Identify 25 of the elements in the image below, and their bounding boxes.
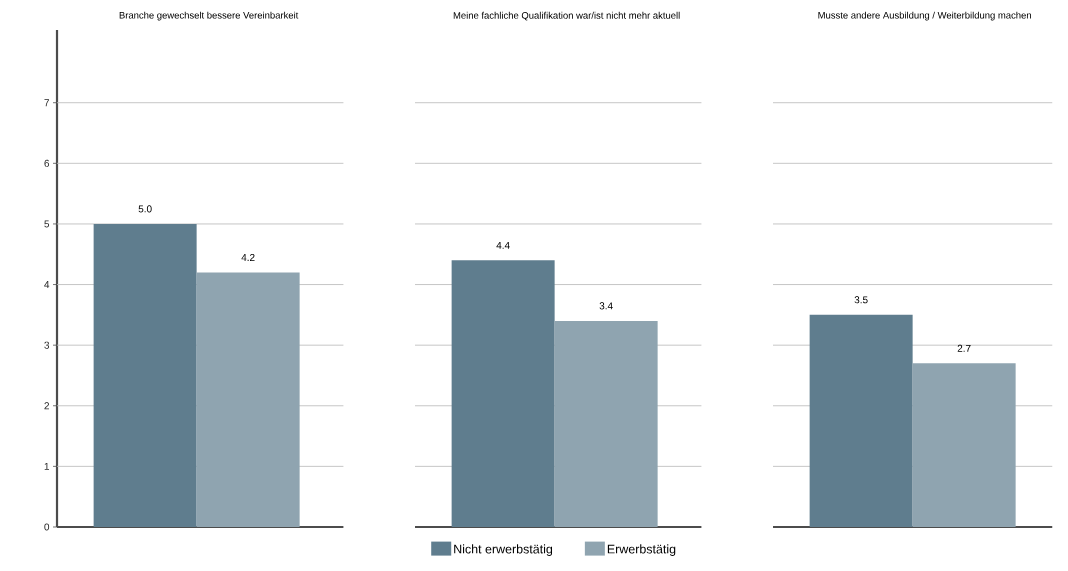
bar xyxy=(809,314,913,527)
y-tick-label: 3 xyxy=(44,341,50,349)
data-label: 2.7 xyxy=(957,344,971,352)
y-tick-label: 1 xyxy=(44,462,50,470)
data-label: 5.0 xyxy=(138,205,152,213)
y-tick-label: 6 xyxy=(44,159,50,167)
bar xyxy=(451,260,555,527)
y-tick-label: 4 xyxy=(44,281,50,288)
bar xyxy=(554,320,658,527)
x-tick-label: Branche gewechselt bessere Vereinbarkeit xyxy=(119,11,299,21)
y-tick-label: 2 xyxy=(44,402,49,410)
data-label: 4.4 xyxy=(496,241,510,249)
y-tick-label: 5 xyxy=(44,220,50,228)
bar xyxy=(196,272,300,527)
legend-label: Erwerbstätig xyxy=(607,544,676,556)
legend-label: Nicht erwerbstätig xyxy=(454,544,553,556)
bar xyxy=(93,223,197,527)
x-tick-label: Musste andere Ausbildung / Weiterbildung machen xyxy=(818,11,1031,21)
data-label: 3.5 xyxy=(854,296,868,304)
data-label: 4.2 xyxy=(241,253,255,261)
x-tick-label: Meine fachliche Qualifikation war/ist nicht mehr aktuell xyxy=(453,11,680,21)
bar xyxy=(912,363,1016,527)
y-tick-label: 7 xyxy=(44,99,49,107)
data-label: 3.4 xyxy=(599,302,613,310)
y-tick-label: 0 xyxy=(44,523,50,531)
